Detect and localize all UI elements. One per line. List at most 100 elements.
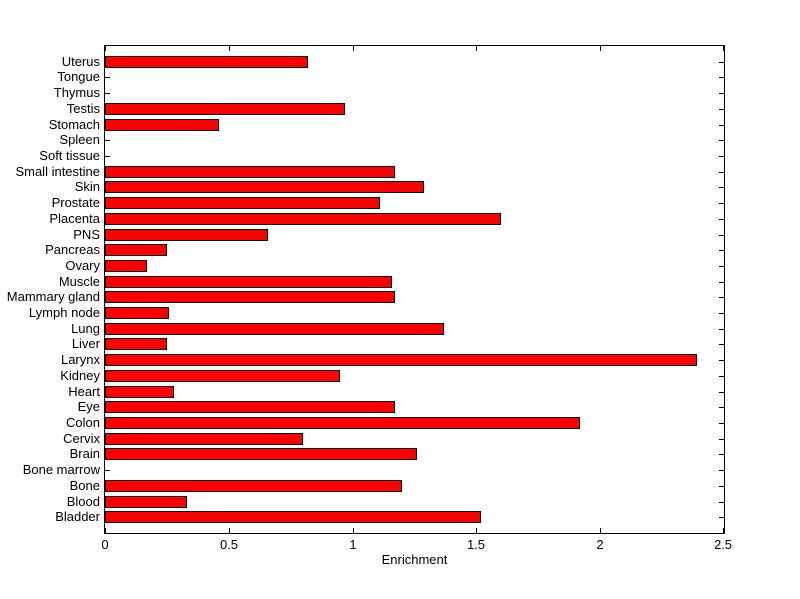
y-tick-right-bone-marrow bbox=[719, 470, 724, 471]
x-tick-label-0: 0 bbox=[101, 537, 109, 552]
y-tick-left-tongue bbox=[105, 77, 110, 78]
y-tick-right-pns bbox=[719, 235, 724, 236]
bar-liver bbox=[105, 338, 167, 350]
x-tick-label-0.5: 0.5 bbox=[219, 537, 239, 552]
y-tick-label-muscle: Muscle bbox=[58, 274, 100, 289]
y-tick-right-blood bbox=[719, 502, 724, 503]
bar-cervix bbox=[105, 433, 303, 445]
y-tick-right-tongue bbox=[719, 77, 724, 78]
x-tick-bottom-0.5 bbox=[229, 528, 230, 533]
y-tick-left-bone-marrow bbox=[105, 470, 110, 471]
bar-heart bbox=[105, 386, 174, 398]
y-tick-left-soft-tissue bbox=[105, 156, 110, 157]
y-tick-right-stomach bbox=[719, 125, 724, 126]
bar-kidney bbox=[105, 370, 340, 382]
x-tick-top-0.5 bbox=[229, 46, 230, 51]
y-tick-label-cervix: Cervix bbox=[63, 431, 100, 446]
bar-lung bbox=[105, 323, 444, 335]
bar-uterus bbox=[105, 56, 308, 68]
y-tick-right-brain bbox=[719, 454, 724, 455]
bar-placenta bbox=[105, 213, 501, 225]
y-tick-right-liver bbox=[719, 344, 724, 345]
bar-colon bbox=[105, 417, 580, 429]
y-tick-left-spleen bbox=[105, 140, 110, 141]
y-tick-right-larynx bbox=[719, 360, 724, 361]
y-tick-label-stomach: Stomach bbox=[48, 117, 100, 132]
y-tick-right-placenta bbox=[719, 219, 724, 220]
y-tick-label-ovary: Ovary bbox=[65, 258, 100, 273]
bar-lymph-node bbox=[105, 307, 169, 319]
bar-small-intestine bbox=[105, 166, 395, 178]
y-tick-label-soft-tissue: Soft tissue bbox=[39, 148, 100, 163]
y-tick-right-spleen bbox=[719, 140, 724, 141]
y-tick-right-muscle bbox=[719, 282, 724, 283]
y-tick-right-testis bbox=[719, 109, 724, 110]
bar-mammary-gland bbox=[105, 291, 395, 303]
x-tick-top-1.5 bbox=[476, 46, 477, 51]
y-tick-label-colon: Colon bbox=[66, 415, 100, 430]
y-tick-right-uterus bbox=[719, 62, 724, 63]
y-tick-label-lymph-node: Lymph node bbox=[28, 305, 100, 320]
bar-pancreas bbox=[105, 244, 167, 256]
x-tick-top-2 bbox=[600, 46, 601, 51]
y-tick-label-prostate: Prostate bbox=[51, 195, 100, 210]
y-tick-label-placenta: Placenta bbox=[49, 211, 100, 226]
y-tick-right-prostate bbox=[719, 203, 724, 204]
y-tick-right-thymus bbox=[719, 93, 724, 94]
x-tick-top-2.5 bbox=[723, 46, 724, 51]
y-tick-label-bone-marrow: Bone marrow bbox=[22, 462, 100, 477]
y-tick-right-cervix bbox=[719, 439, 724, 440]
x-tick-bottom-1 bbox=[353, 528, 354, 533]
y-tick-label-brain: Brain bbox=[69, 446, 100, 461]
y-tick-label-bone: Bone bbox=[69, 478, 100, 493]
y-tick-label-tongue: Tongue bbox=[57, 69, 100, 84]
y-tick-right-small-intestine bbox=[719, 172, 724, 173]
y-tick-label-blood: Blood bbox=[66, 494, 100, 509]
x-axis-title: Enrichment bbox=[381, 552, 448, 567]
y-tick-right-lymph-node bbox=[719, 313, 724, 314]
y-tick-right-kidney bbox=[719, 376, 724, 377]
bar-testis bbox=[105, 103, 345, 115]
y-tick-right-ovary bbox=[719, 266, 724, 267]
y-tick-label-pns: PNS bbox=[73, 227, 100, 242]
y-tick-label-thymus: Thymus bbox=[53, 85, 100, 100]
y-tick-right-bladder bbox=[719, 517, 724, 518]
x-tick-bottom-2 bbox=[600, 528, 601, 533]
y-tick-right-mammary-gland bbox=[719, 297, 724, 298]
bar-blood bbox=[105, 496, 187, 508]
bar-prostate bbox=[105, 197, 380, 209]
y-tick-label-small-intestine: Small intestine bbox=[15, 164, 100, 179]
bar-larynx bbox=[105, 354, 697, 366]
y-tick-right-pancreas bbox=[719, 250, 724, 251]
bar-skin bbox=[105, 181, 424, 193]
bar-stomach bbox=[105, 119, 219, 131]
bar-pns bbox=[105, 229, 268, 241]
y-tick-left-thymus bbox=[105, 93, 110, 94]
y-tick-right-skin bbox=[719, 187, 724, 188]
y-tick-label-eye: Eye bbox=[77, 399, 100, 414]
plot-area bbox=[104, 45, 725, 534]
y-tick-label-larynx: Larynx bbox=[60, 352, 100, 367]
y-tick-right-eye bbox=[719, 407, 724, 408]
y-tick-label-uterus: Uterus bbox=[61, 54, 100, 69]
y-tick-label-pancreas: Pancreas bbox=[45, 242, 100, 257]
x-tick-top-0 bbox=[105, 46, 106, 51]
bar-muscle bbox=[105, 276, 392, 288]
y-tick-label-kidney: Kidney bbox=[60, 368, 100, 383]
y-tick-label-testis: Testis bbox=[66, 101, 100, 116]
x-tick-bottom-2.5 bbox=[723, 528, 724, 533]
bar-eye bbox=[105, 401, 395, 413]
x-tick-label-2.5: 2.5 bbox=[713, 537, 733, 552]
y-tick-right-lung bbox=[719, 329, 724, 330]
y-tick-right-heart bbox=[719, 392, 724, 393]
bar-brain bbox=[105, 448, 417, 460]
x-tick-label-1.5: 1.5 bbox=[466, 537, 486, 552]
y-tick-label-liver: Liver bbox=[71, 336, 100, 351]
x-tick-bottom-0 bbox=[105, 528, 106, 533]
y-tick-label-spleen: Spleen bbox=[59, 132, 100, 147]
y-tick-right-bone bbox=[719, 486, 724, 487]
y-tick-label-heart: Heart bbox=[68, 384, 100, 399]
x-tick-label-2: 2 bbox=[596, 537, 604, 552]
x-tick-label-1: 1 bbox=[349, 537, 357, 552]
